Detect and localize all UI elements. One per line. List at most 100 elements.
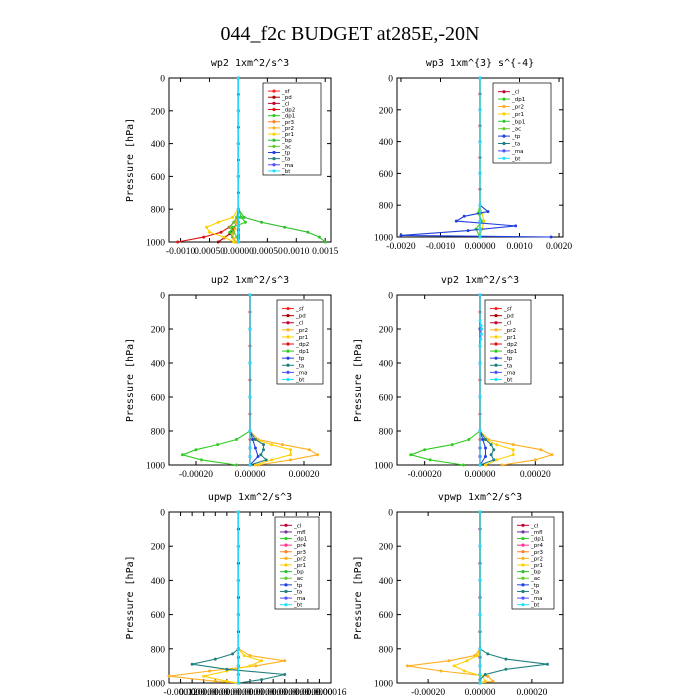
data-point (219, 230, 223, 234)
figure-title: 044_f2c BUDGET at285E,-20N (220, 23, 479, 45)
data-point (447, 659, 451, 663)
y-tick-label: 1000 (374, 234, 393, 244)
legend-label: _bp (281, 138, 292, 144)
legend-label: _bt (530, 603, 540, 609)
data-point (256, 455, 260, 458)
legend-label: _tp (281, 151, 291, 157)
legend-label: _pr4 (530, 543, 544, 549)
panel-title: vp2 1xm^2/s^3 (441, 275, 519, 286)
y-tick-label: 800 (151, 645, 166, 655)
y-tick-label: 0 (388, 292, 393, 302)
legend-marker (272, 169, 276, 173)
x-tick-label: 0.00020 (289, 470, 320, 480)
legend-marker (284, 583, 288, 587)
legend-label: _pd (295, 314, 306, 320)
legend-label: _dp1 (295, 349, 309, 355)
legend-label: _dp2 (295, 342, 309, 348)
legend-marker (272, 150, 276, 155)
data-point (236, 240, 240, 244)
legend-label: _pr1 (295, 335, 308, 341)
legend-label: _ma (511, 149, 523, 155)
data-point (222, 235, 226, 239)
legend-label: _dp1 (530, 537, 544, 543)
data-point (216, 220, 220, 224)
data-point (479, 337, 483, 341)
legend-label: _pr2 (530, 556, 543, 562)
data-point (478, 647, 482, 651)
legend-marker (272, 132, 276, 136)
data-point (248, 455, 252, 458)
data-point (479, 324, 483, 328)
legend-marker (284, 536, 288, 541)
legend-marker (286, 342, 290, 346)
data-point (478, 293, 482, 297)
legend-label: _pr2 (281, 126, 294, 132)
legend-label: _bt (503, 377, 513, 383)
legend-marker (272, 89, 276, 93)
data-point (486, 674, 490, 678)
data-point (511, 443, 515, 447)
data-point (236, 613, 240, 617)
legend-marker (272, 157, 276, 161)
data-point (248, 395, 252, 399)
legend-marker (494, 335, 498, 339)
chart-panel-1: wp2 1xm^2/s^3 Pressure [hPa] 0 200 400 600 800… (125, 58, 339, 257)
data-point (236, 109, 240, 113)
x-tick-label: 0.00020 (520, 470, 551, 480)
x-tick-label: 0.0000 (283, 688, 309, 698)
data-point (264, 458, 268, 462)
data-point (283, 225, 287, 229)
data-point (316, 453, 319, 457)
legend-label: _ta (293, 589, 302, 595)
y-tick-label: 800 (151, 206, 166, 216)
legend-marker (521, 556, 525, 560)
data-point (253, 463, 257, 467)
legend-label: _pr1 (511, 112, 524, 118)
data-point (235, 438, 238, 441)
panel-title: up2 1xm^2/s^3 (211, 275, 289, 286)
legend-label: _dp1 (281, 114, 295, 120)
legend-label: _sf (503, 307, 513, 313)
legend-box (262, 82, 322, 176)
y-tick-label: 200 (379, 543, 394, 553)
x-tick-label: 0.00000 (235, 470, 266, 480)
data-point (478, 319, 482, 322)
y-tick-label: 0 (160, 292, 165, 302)
x-tick-label: 0.00000 (465, 688, 496, 698)
x-tick-label: 0.00000 (465, 242, 496, 252)
series-line-pr1 (203, 512, 264, 684)
x-tick-label: 0.0000 (295, 688, 321, 698)
legend-marker (286, 349, 290, 353)
legend-label: _ta (503, 363, 512, 369)
chart-panel-3: up2 1xm^2/s^3 Pressure [hPa] 0 200 400 600 800… (125, 275, 332, 480)
data-point (213, 657, 217, 661)
legend-marker (494, 363, 498, 367)
data-point (228, 225, 232, 229)
legend-label: _bt (281, 169, 291, 175)
y-tick-label: 800 (379, 645, 394, 655)
data-point (467, 438, 471, 441)
legend-marker (284, 523, 288, 527)
chart-panel-4: vp2 1xm^2/s^3 Pressure [hPa] 0 200 400 600 800… (353, 275, 564, 480)
data-point (439, 669, 443, 673)
data-point (194, 448, 198, 452)
y-tick-label: 200 (379, 326, 394, 336)
legend-label: _tp (293, 583, 303, 589)
legend-label: _pr1 (293, 563, 306, 569)
legend-label: _pr2 (295, 328, 308, 334)
y-axis-label: Pressure [hPa] (353, 555, 364, 639)
y-tick-label: 800 (379, 202, 394, 212)
x-tick-label: 0.0000 (260, 688, 286, 698)
data-point (231, 215, 235, 219)
legend-marker (284, 543, 288, 547)
legend-label: _cl (281, 101, 290, 107)
legend-label: _pr3 (530, 550, 544, 556)
x-tick-label: 0.0000 (306, 688, 332, 698)
legend-label: _pr2 (511, 105, 524, 111)
legend-marker (502, 149, 506, 153)
data-point (504, 667, 508, 671)
data-point (231, 652, 235, 656)
data-point (208, 230, 211, 234)
data-point (236, 224, 240, 228)
